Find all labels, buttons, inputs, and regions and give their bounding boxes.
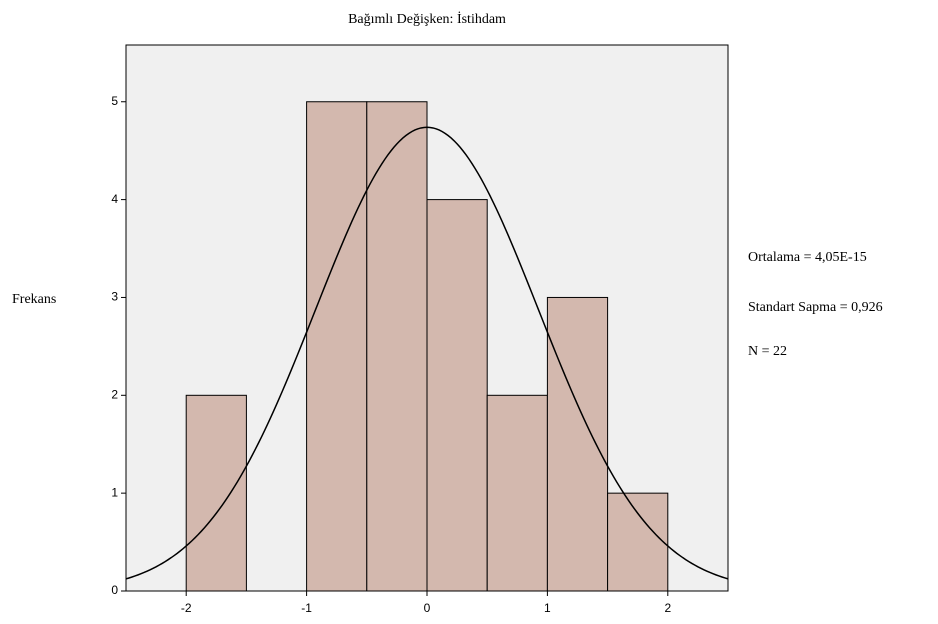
chart-title: Bağımlı Değişken: İstihdam <box>348 11 506 27</box>
y-tick-label: 4 <box>111 192 118 206</box>
y-tick-label: 0 <box>111 583 118 597</box>
x-tick-label: 0 <box>424 601 431 615</box>
bar <box>486 394 548 592</box>
y-tick-label: 2 <box>111 387 118 401</box>
stat-label: N = 22 <box>748 344 787 359</box>
x-tick-label: -1 <box>301 601 312 615</box>
x-tick-label: 1 <box>544 601 551 615</box>
bar <box>546 296 609 592</box>
stat-label: Ortalama = 4,05E-15 <box>748 250 867 265</box>
bar <box>306 101 368 592</box>
normal-curve <box>125 126 729 580</box>
x-tick-label: -2 <box>181 601 192 615</box>
bar <box>607 492 669 592</box>
stat-label: Standart Sapma = 0,926 <box>748 300 883 315</box>
y-tick-label: 1 <box>111 485 118 499</box>
bar <box>185 394 247 592</box>
bar <box>426 199 488 592</box>
y-axis-label: Frekans <box>12 292 56 307</box>
y-tick-label: 3 <box>111 290 118 304</box>
x-tick-label: 2 <box>664 601 671 615</box>
y-tick-label: 5 <box>111 94 118 108</box>
bar <box>366 101 428 592</box>
